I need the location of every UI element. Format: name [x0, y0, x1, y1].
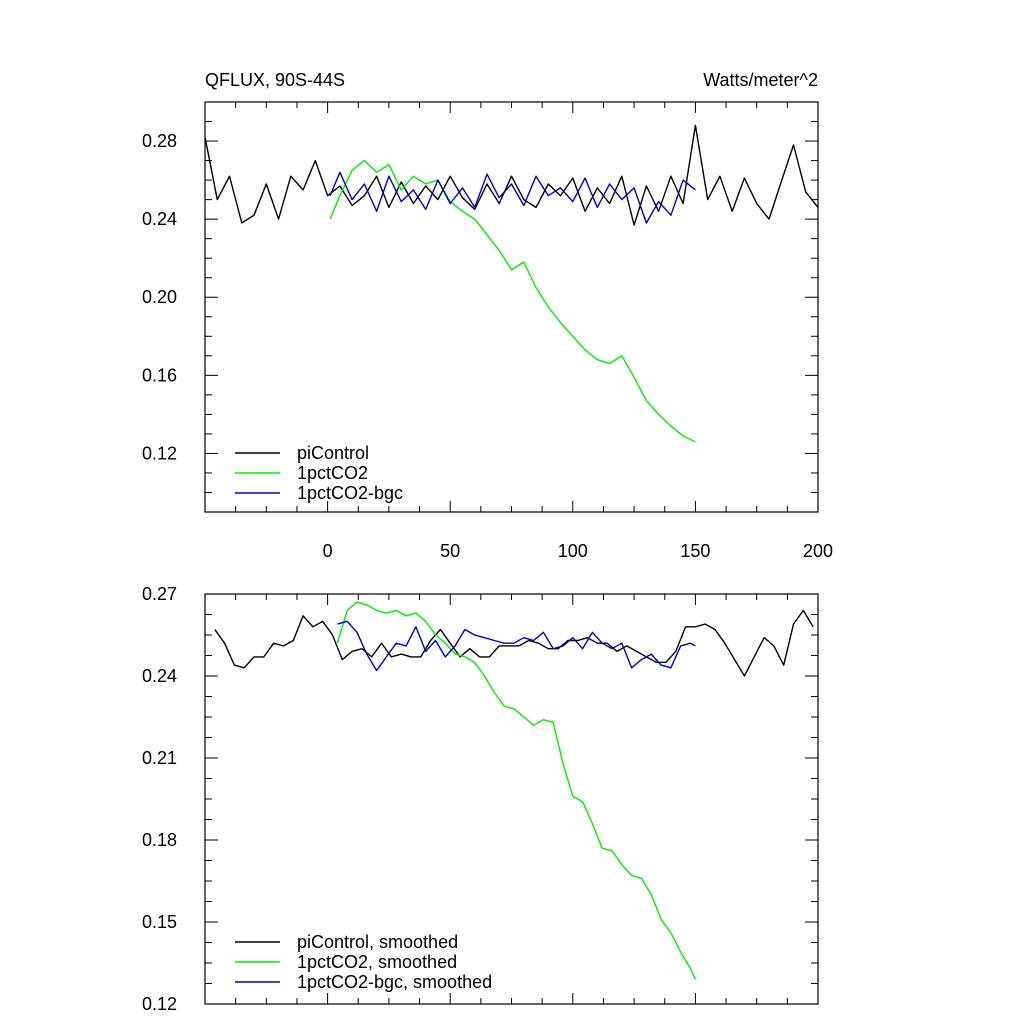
top-x-tick-label: 100: [558, 541, 588, 561]
top-legend-label: piControl: [297, 443, 369, 463]
bottom-series-line-1: [214, 609, 814, 677]
top-x-tick-label: 50: [440, 541, 460, 561]
bottom-y-tick-label: 0.21: [142, 748, 177, 768]
bottom-legend-label: piControl, smoothed: [297, 932, 458, 952]
bottom-y-tick-label: 0.27: [142, 584, 177, 604]
bottom-y-tick-label: 0.15: [142, 912, 177, 932]
top-series: [204, 124, 819, 443]
top-series-line-2: [329, 159, 696, 443]
bottom-y-tick-label: 0.18: [142, 830, 177, 850]
top-ticks: [205, 102, 819, 512]
bottom-legend-label: 1pctCO2-bgc, smoothed: [297, 972, 492, 992]
bottom-y-tick-label: 0.24: [142, 666, 177, 686]
top-series-line-3: [329, 171, 696, 224]
top-legend-label: 1pctCO2: [297, 463, 368, 483]
top-y-tick-labels: 0.12 0.16 0.20 0.24 0.28: [142, 131, 177, 463]
top-y-tick-label: 0.24: [142, 209, 177, 229]
top-panel-title: QFLUX, 90S-44S: [205, 70, 345, 90]
top-y-tick-label: 0.16: [142, 365, 177, 385]
top-series-line-1: [204, 124, 819, 226]
bottom-series: [214, 601, 814, 980]
top-x-tick-label: 200: [803, 541, 833, 561]
bottom-series-line-3: [337, 620, 696, 672]
bottom-y-tick-label: 0.12: [142, 994, 177, 1014]
top-legend-label: 1pctCO2-bgc: [297, 483, 403, 503]
bottom-ticks: [205, 593, 819, 1005]
top-panel-units: Watts/meter^2: [703, 70, 818, 90]
top-panel: QFLUX, 90S-44S Watts/meter^2 0 50 100 150 20…: [142, 70, 833, 561]
top-y-tick-label: 0.12: [142, 443, 177, 463]
top-y-tick-label: 0.20: [142, 287, 177, 307]
top-x-tick-label: 150: [680, 541, 710, 561]
top-x-tick-labels: 0 50 100 150 200: [323, 541, 833, 561]
top-y-tick-label: 0.28: [142, 131, 177, 151]
bottom-y-tick-labels: 0.12 0.15 0.18 0.21 0.24 0.27: [142, 584, 177, 1014]
top-x-tick-label: 0: [323, 541, 333, 561]
bottom-series-line-2: [336, 601, 697, 980]
bottom-panel: 0.12 0.15 0.18 0.21 0.24 0.27 piControl, smoo…: [142, 584, 819, 1014]
bottom-legend-label: 1pctCO2, smoothed: [297, 952, 457, 972]
